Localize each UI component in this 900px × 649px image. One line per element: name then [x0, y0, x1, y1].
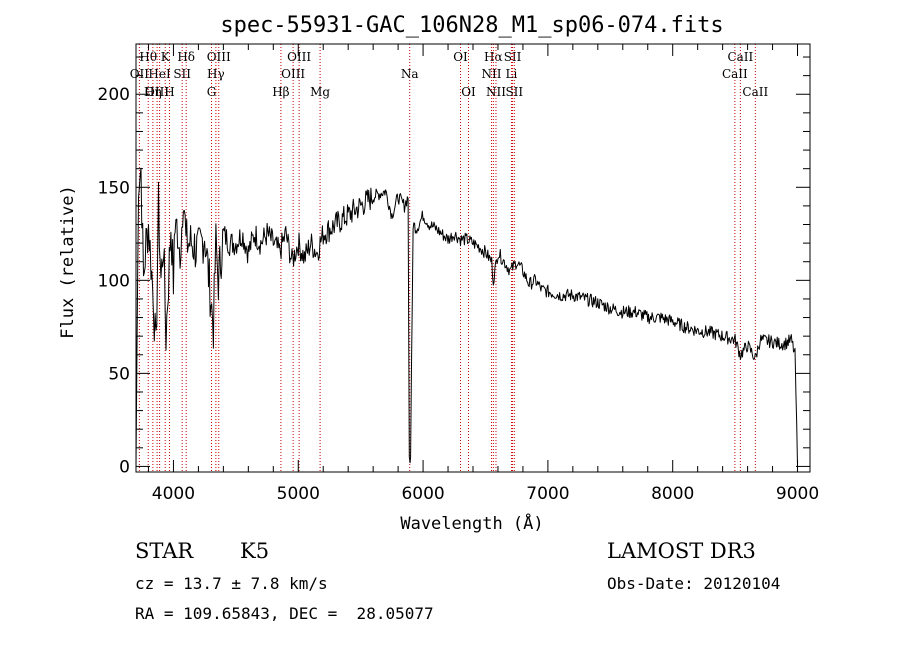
survey-name: LAMOST DR3 [607, 539, 756, 563]
spectral-line-label: Mg [310, 85, 330, 99]
spectral-line-label: NII [481, 67, 501, 81]
spectral-line-label: SII [505, 85, 523, 99]
object-class: STAR [135, 539, 194, 563]
plot-frame [135, 43, 811, 473]
spectral-line-label: Hα [484, 50, 503, 64]
spectral-line-label: Na [401, 67, 419, 81]
spectral-line-label: OIII [281, 67, 305, 81]
y-tick-label: 150 [98, 178, 130, 198]
spectral-line-label: CaII [742, 85, 768, 99]
spectral-line-label: OI [453, 50, 468, 64]
spectral-line-label: Hδ [177, 50, 195, 64]
spectral-line-label: Li [506, 67, 518, 81]
spectral-line-label: OII [130, 67, 150, 81]
obs-date: Obs-Date: 20120104 [607, 574, 781, 593]
y-tick-label: 50 [108, 364, 130, 384]
coordinates: RA = 109.65843, DEC = 28.05077 [135, 604, 434, 623]
x-tick-label: 4000 [152, 484, 195, 504]
spectral-line-label: OI [461, 85, 476, 99]
spectral-line-label: CaII [722, 67, 748, 81]
y-tick-label: 0 [119, 457, 130, 477]
x-tick-label: 7000 [526, 484, 569, 504]
y-axis-label: Flux (relative) [58, 185, 78, 339]
y-tick-label: 200 [98, 85, 130, 105]
spectral-line-label: H [164, 85, 174, 99]
spectral-line-label: SII [504, 50, 522, 64]
y-tick-label: 100 [98, 271, 130, 291]
spectral-line-label: Hγ [207, 67, 225, 81]
spectral-line-label: K [161, 50, 171, 64]
spectral-line-label: Hβ [272, 85, 289, 99]
spectral-line-label: OIII [145, 85, 169, 99]
object-subclass: K5 [240, 539, 270, 563]
spectral-line-label: CaII [727, 50, 753, 64]
spectral-line-label: HeI [148, 67, 171, 81]
spectral-line-label: OIII [287, 50, 311, 64]
x-tick-label: 8000 [651, 484, 694, 504]
spectrum-series-line [135, 167, 798, 467]
x-tick-label: 5000 [277, 484, 320, 504]
redshift-text: cz = 13.7 ± 7.8 km/s [135, 574, 328, 593]
spectral-line-label: NII [486, 85, 506, 99]
x-axis-label: Wavelength (Å) [400, 512, 543, 534]
x-tick-label: 9000 [776, 484, 819, 504]
spectral-line-label: Hη [144, 85, 162, 99]
spectral-line-label: OIII [207, 50, 231, 64]
spectral-line-label: SII [173, 67, 191, 81]
spectral-line-label: G [207, 85, 217, 99]
x-tick-label: 6000 [401, 484, 444, 504]
chart-title: spec-55931-GAC_106N28_M1_sp06-074.fits [220, 13, 723, 38]
